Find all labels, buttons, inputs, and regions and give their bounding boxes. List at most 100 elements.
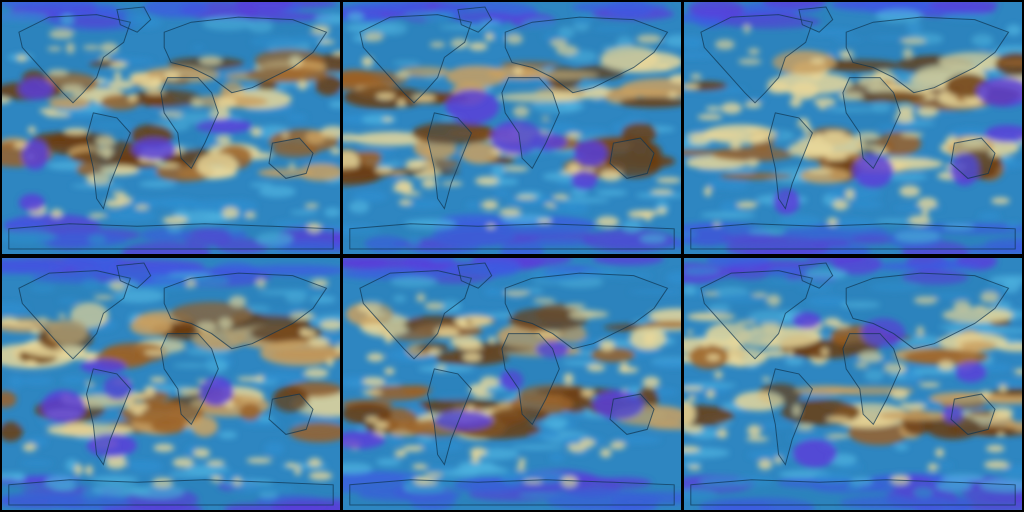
wet-blob (364, 235, 408, 252)
storm-cell (573, 140, 607, 167)
wet-streak (290, 210, 318, 215)
map-panel-6 (684, 258, 1022, 510)
highlight-blob (481, 200, 499, 210)
wet-streak (417, 435, 434, 442)
dry-blob (305, 130, 326, 144)
wet-streak (595, 189, 628, 196)
wet-streak (241, 484, 296, 493)
highlight-blob (374, 166, 394, 174)
wet-streak (466, 201, 481, 209)
highlight-blob (716, 428, 728, 439)
dry-blob (423, 144, 457, 158)
highlight-blob (244, 212, 257, 219)
wet-streak (139, 282, 191, 292)
highlight-blob (935, 448, 945, 458)
wet-streak (45, 475, 76, 490)
map-panel-2 (343, 2, 681, 254)
continent-antarctica (690, 223, 1016, 250)
wet-streak (885, 174, 928, 181)
highlight-blob (705, 106, 722, 111)
wet-blob (215, 238, 271, 254)
highlight-blob (320, 126, 340, 138)
wet-streak (57, 297, 80, 305)
continent-africa (842, 77, 901, 170)
highlight-blob (724, 337, 744, 350)
dry-blob (720, 172, 793, 180)
wet-streak (622, 220, 642, 233)
continent-greenland (116, 6, 152, 33)
highlight-blob (246, 457, 273, 464)
highlight-blob (300, 329, 316, 337)
highlight-blob (706, 354, 721, 361)
dry-blob (129, 316, 172, 336)
highlight-blob (450, 38, 469, 49)
highlight-blob (505, 34, 523, 45)
wet-streak (291, 34, 326, 44)
continent-northAmerica (359, 270, 473, 360)
wet-streak (591, 26, 632, 32)
dry-blob (196, 152, 239, 179)
dry-blob (343, 403, 392, 425)
highlight-blob (363, 32, 384, 42)
highlight-blob (980, 291, 999, 303)
dry-blob (990, 407, 1014, 417)
storm-cell (490, 120, 543, 155)
wet-streak (104, 210, 157, 222)
dry-blob (352, 131, 430, 146)
highlight-blob (330, 147, 340, 155)
highlight-blob (480, 376, 500, 388)
highlight-blob (327, 357, 334, 368)
wet-streak (850, 477, 873, 487)
highlight-blob (656, 64, 671, 72)
highlight-blob (414, 172, 427, 179)
map-panel-1 (2, 2, 340, 254)
wet-streak (218, 431, 238, 439)
storm-cell (80, 359, 126, 374)
continent-antarctica (8, 223, 334, 250)
highlight-blob (405, 159, 425, 170)
highlight-blob (288, 162, 296, 171)
wet-streak (827, 51, 842, 57)
highlight-blob (140, 81, 163, 90)
highlight-blob (721, 102, 742, 114)
highlight-blob (810, 58, 826, 64)
highlight-blob (125, 402, 149, 412)
map-panel-3 (684, 2, 1022, 254)
highlight-blob (421, 178, 438, 189)
storm-cell (22, 139, 49, 171)
dry-blob (76, 162, 108, 177)
highlight-blob (751, 292, 768, 297)
wet-blob (343, 258, 433, 266)
highlight-blob (206, 460, 225, 467)
wet-streak (804, 269, 847, 280)
dry-blob (48, 96, 90, 110)
highlight-blob (650, 189, 674, 195)
wet-blob (143, 2, 210, 18)
highlight-blob (416, 293, 426, 303)
highlight-blob (715, 39, 735, 50)
wet-streak (286, 114, 308, 121)
weather-map (684, 258, 1022, 510)
continent-outlines (8, 6, 334, 250)
highlight-blob (858, 351, 883, 363)
wet-streak (218, 471, 243, 480)
highlight-blob (31, 328, 40, 335)
wet-streak (876, 359, 891, 364)
wet-streak (707, 303, 731, 313)
highlight-blob (656, 177, 681, 184)
dry-blob (703, 124, 777, 144)
highlight-blob (462, 352, 482, 362)
highlight-blob (99, 55, 111, 61)
wet-streak (941, 473, 985, 483)
highlight-blob (845, 188, 855, 201)
wet-blob (839, 495, 954, 510)
storm-cell (41, 390, 86, 424)
highlight-blob (838, 92, 864, 101)
highlight-blob (745, 127, 761, 132)
highlight-blob (900, 37, 927, 45)
wet-streak (531, 99, 585, 114)
highlight-blob (890, 388, 909, 400)
highlight-blob (303, 368, 329, 378)
highlight-blob (690, 74, 702, 79)
wet-streak (134, 484, 185, 499)
